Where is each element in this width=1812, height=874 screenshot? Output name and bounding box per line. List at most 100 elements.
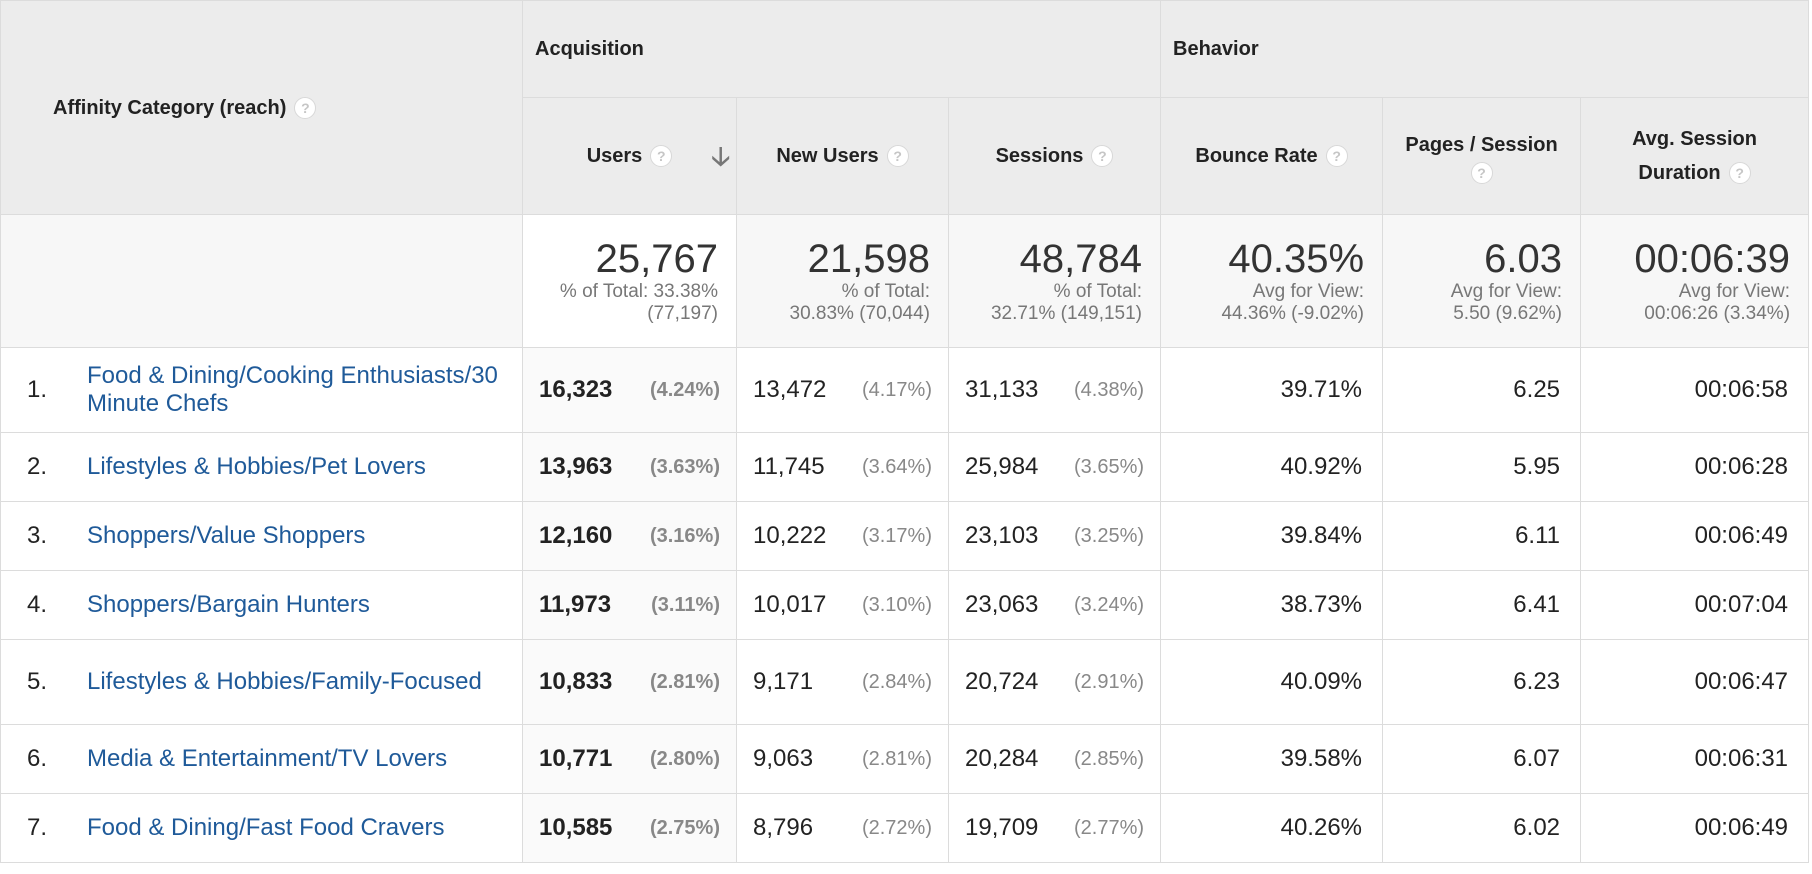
- total-pages-session-line1: Avg for View:: [1450, 281, 1563, 302]
- pages-session-cell: 6.23: [1382, 639, 1582, 725]
- table-row: 2. Lifestyles & Hobbies/Pet Lovers 13,96…: [0, 432, 1810, 502]
- sessions-value: 23,103: [965, 522, 1039, 549]
- users-percent: (2.75%): [649, 816, 720, 839]
- avg-duration-column-header[interactable]: Avg. Session Duration ?: [1580, 97, 1810, 215]
- new-users-value: 13,472: [753, 376, 827, 403]
- header-group-row: Affinity Category (reach) ? Acquisition …: [0, 0, 1810, 215]
- row-number: 4.: [27, 591, 48, 618]
- total-bounce-rate-line2: 44.36% (-9.02%): [1221, 303, 1365, 324]
- help-icon[interactable]: ?: [886, 145, 909, 167]
- category-cell: 4. Shoppers/Bargain Hunters: [0, 570, 523, 640]
- pages-session-cell: 6.07: [1382, 724, 1582, 794]
- help-icon[interactable]: ?: [294, 96, 317, 119]
- users-cell: 10,833 (2.81%): [522, 639, 737, 725]
- total-pages-session-value: 6.03: [1484, 237, 1563, 281]
- totals-row: 25,767 % of Total: 33.38% (77,197) 21,59…: [0, 214, 1810, 348]
- sessions-value: 20,284: [965, 745, 1039, 772]
- pages-session-column-header[interactable]: Pages / Session ?: [1382, 97, 1582, 215]
- avg-duration-cell: 00:06:47: [1580, 639, 1810, 725]
- sessions-cell: 20,724 (2.91%): [947, 639, 1162, 725]
- report-rows: 1. Food & Dining/Cooking Enthusiasts/30 …: [0, 347, 1810, 863]
- new-users-cell: 8,796 (2.72%): [736, 793, 949, 863]
- category-cell: 5. Lifestyles & Hobbies/Family-Focused: [0, 639, 523, 725]
- users-value: 10,585: [539, 814, 613, 841]
- avg-duration-cell: 00:06:49: [1580, 793, 1810, 863]
- category-cell: 3. Shoppers/Value Shoppers: [0, 501, 523, 571]
- sessions-percent: (2.91%): [1073, 670, 1145, 693]
- new-users-value: 9,063: [753, 745, 814, 772]
- users-value: 10,771: [539, 745, 613, 772]
- sessions-cell: 19,709 (2.77%): [947, 793, 1162, 863]
- dimension-header[interactable]: Affinity Category (reach) ?: [0, 0, 523, 215]
- total-sessions-cell: 48,784 % of Total: 32.71% (149,151): [947, 214, 1162, 348]
- pages-session-cell: 5.95: [1382, 432, 1582, 502]
- category-cell: 7. Food & Dining/Fast Food Cravers: [0, 793, 523, 863]
- avg-duration-header-line2: Duration: [1638, 162, 1721, 184]
- new-users-value: 9,171: [753, 668, 814, 695]
- users-value: 12,160: [539, 522, 613, 549]
- table-row: 6. Media & Entertainment/TV Lovers 10,77…: [0, 724, 1810, 794]
- category-link[interactable]: Lifestyles & Hobbies/Pet Lovers: [87, 453, 426, 480]
- new-users-value: 8,796: [753, 814, 814, 841]
- category-link[interactable]: Media & Entertainment/TV Lovers: [87, 745, 448, 772]
- category-cell: 1. Food & Dining/Cooking Enthusiasts/30 …: [0, 347, 523, 433]
- category-link[interactable]: Lifestyles & Hobbies/Family-Focused: [87, 668, 482, 695]
- sessions-header-label: Sessions: [995, 145, 1084, 167]
- total-new-users-cell: 21,598 % of Total: 30.83% (70,044): [736, 214, 949, 348]
- category-cell: 2. Lifestyles & Hobbies/Pet Lovers: [0, 432, 523, 502]
- new-users-column-header[interactable]: New Users ?: [736, 97, 949, 215]
- users-percent: (3.16%): [649, 524, 720, 547]
- sessions-cell: 23,103 (3.25%): [947, 501, 1162, 571]
- avg-duration-cell: 00:06:28: [1580, 432, 1810, 502]
- new-users-percent: (2.84%): [861, 670, 932, 693]
- bounce-rate-cell: 38.73%: [1160, 570, 1384, 640]
- help-icon[interactable]: ?: [1091, 145, 1114, 167]
- row-number: 2.: [27, 453, 48, 480]
- help-icon[interactable]: ?: [1728, 162, 1751, 184]
- users-cell: 16,323 (4.24%): [522, 347, 737, 433]
- sessions-percent: (3.24%): [1073, 593, 1145, 616]
- category-link[interactable]: Shoppers/Bargain Hunters: [87, 591, 370, 618]
- avg-duration-cell: 00:06:58: [1580, 347, 1810, 433]
- table-row: 1. Food & Dining/Cooking Enthusiasts/30 …: [0, 347, 1810, 433]
- sessions-value: 23,063: [965, 591, 1039, 618]
- category-link[interactable]: Food & Dining/Fast Food Cravers: [87, 814, 445, 841]
- new-users-percent: (2.72%): [861, 816, 932, 839]
- category-link[interactable]: Food & Dining/Cooking Enthusiasts/30 Min…: [87, 362, 498, 417]
- dimension-header-label: Affinity Category (reach): [53, 96, 287, 119]
- new-users-header-label: New Users: [776, 145, 879, 167]
- bounce-rate-column-header[interactable]: Bounce Rate ?: [1160, 97, 1384, 215]
- total-avg-duration-line2: 00:06:26 (3.34%): [1644, 303, 1791, 324]
- help-icon[interactable]: ?: [1325, 145, 1348, 167]
- users-column-header[interactable]: Users ? 🡣: [522, 97, 737, 215]
- sessions-cell: 20,284 (2.85%): [947, 724, 1162, 794]
- total-sessions-line1: % of Total:: [1053, 281, 1143, 302]
- new-users-value: 10,017: [753, 591, 827, 618]
- help-icon[interactable]: ?: [1470, 162, 1493, 184]
- table-row: 3. Shoppers/Value Shoppers 12,160 (3.16%…: [0, 501, 1810, 571]
- total-bounce-rate-line1: Avg for View:: [1252, 281, 1365, 302]
- avg-duration-header-line1: Avg. Session: [1632, 128, 1757, 150]
- new-users-cell: 13,472 (4.17%): [736, 347, 949, 433]
- total-bounce-rate-value: 40.35%: [1228, 237, 1365, 281]
- sessions-percent: (3.65%): [1073, 455, 1145, 478]
- new-users-cell: 10,017 (3.10%): [736, 570, 949, 640]
- users-cell: 10,585 (2.75%): [522, 793, 737, 863]
- bounce-rate-cell: 39.71%: [1160, 347, 1384, 433]
- users-cell: 12,160 (3.16%): [522, 501, 737, 571]
- row-number: 5.: [27, 668, 48, 695]
- total-avg-duration-line1: Avg for View:: [1678, 281, 1791, 302]
- pages-session-cell: 6.02: [1382, 793, 1582, 863]
- bounce-rate-cell: 40.92%: [1160, 432, 1384, 502]
- users-value: 16,323: [539, 376, 613, 403]
- sessions-value: 31,133: [965, 376, 1039, 403]
- new-users-cell: 9,171 (2.84%): [736, 639, 949, 725]
- sessions-cell: 23,063 (3.24%): [947, 570, 1162, 640]
- help-icon[interactable]: ?: [650, 145, 673, 167]
- sort-descending-icon[interactable]: 🡣: [711, 141, 730, 171]
- sessions-column-header[interactable]: Sessions ?: [947, 97, 1162, 215]
- category-link[interactable]: Shoppers/Value Shoppers: [87, 522, 366, 549]
- row-number: 6.: [27, 745, 48, 772]
- total-users-cell: 25,767 % of Total: 33.38% (77,197): [522, 214, 737, 348]
- total-avg-duration-value: 00:06:39: [1634, 237, 1791, 281]
